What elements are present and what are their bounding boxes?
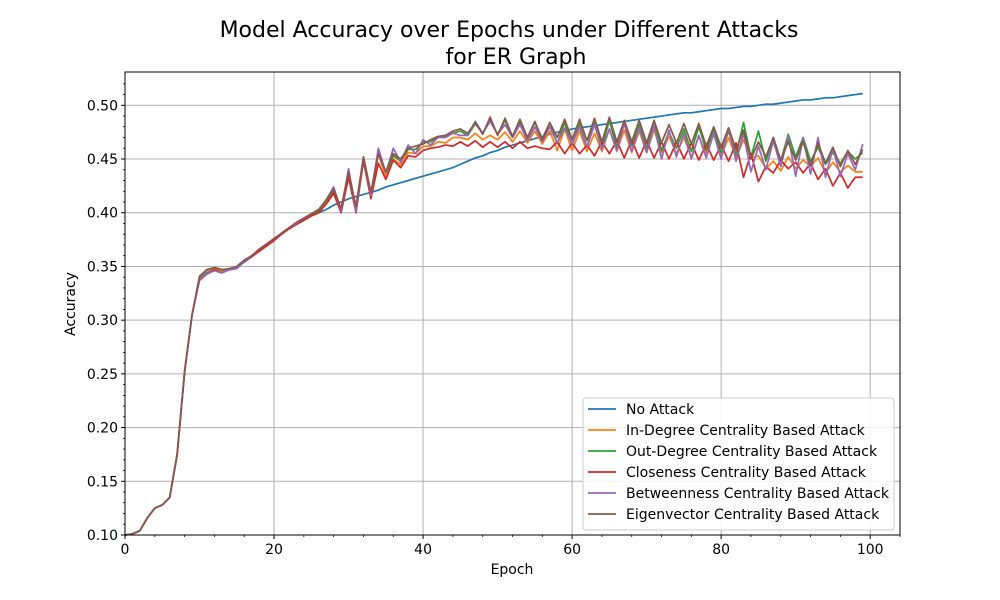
y-tick-label: 0.50: [87, 98, 118, 114]
series-line: [124, 116, 864, 536]
x-tick-label: 0: [121, 542, 130, 558]
legend-label: Out-Degree Centrality Based Attack: [626, 444, 878, 460]
legend-box: [582, 397, 895, 531]
y-tick-label: 0.40: [87, 206, 118, 222]
y-tick-label: 0.45: [87, 152, 118, 168]
plot-frame: [124, 71, 901, 536]
legend-label: Eigenvector Centrality Based Attack: [626, 507, 880, 523]
y-tick-label: 0.20: [87, 421, 118, 437]
y-tick-label: 0.15: [87, 474, 118, 490]
grid: [124, 72, 900, 536]
y-tick-label: 0.30: [87, 313, 118, 329]
legend-label: Closeness Centrality Based Attack: [626, 465, 867, 481]
legend-label: No Attack: [626, 402, 695, 418]
chart-title-line1: Model Accuracy over Epochs under Differe…: [220, 18, 799, 43]
legend: No Attack In-Degree Centrality Based Atta…: [582, 397, 895, 531]
legend-label: In-Degree Centrality Based Attack: [626, 423, 866, 439]
x-tick-label: 60: [563, 542, 581, 558]
x-axis-label: Epoch: [491, 562, 534, 578]
x-tick-label: 40: [414, 542, 432, 558]
y-tick-label: 0.25: [87, 367, 118, 383]
chart-title-line2: for ER Graph: [446, 45, 587, 70]
series-lines: [124, 92, 864, 536]
x-tick-label: 100: [857, 542, 884, 558]
y-axis-label: Accuracy: [63, 272, 79, 336]
legend-label: Betweenness Centrality Based Attack: [626, 486, 890, 502]
axes: 0 20 40 60 80 100 0.10 0.15 0.20 0.25 0.30 0.35 0.40…: [87, 71, 901, 558]
x-tick-label: 80: [712, 542, 730, 558]
y-tick-label: 0.35: [87, 259, 118, 275]
x-tick-label: 20: [265, 542, 283, 558]
y-tick-label: 0.10: [87, 528, 118, 544]
